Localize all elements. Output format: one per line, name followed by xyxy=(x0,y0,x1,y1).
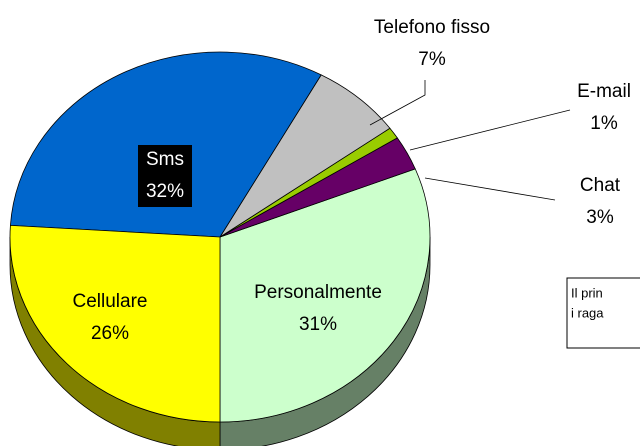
value-label: 1% xyxy=(590,113,618,134)
slice-label: Sms xyxy=(146,149,184,170)
annotation: i raga xyxy=(571,305,604,320)
annotation: Il prin xyxy=(571,285,603,300)
leader-line xyxy=(424,177,556,201)
slice-label: E-mail xyxy=(577,81,631,102)
label-bg xyxy=(138,145,192,207)
leader-line xyxy=(369,80,426,126)
slice-label: Chat xyxy=(580,175,621,196)
value-label: 32% xyxy=(146,181,184,202)
value-label: 31% xyxy=(299,314,337,335)
slice-label: Cellulare xyxy=(73,291,148,312)
value-label: 3% xyxy=(586,207,614,228)
pie-slice xyxy=(9,51,322,238)
value-label: 7% xyxy=(418,49,446,70)
pie-slice xyxy=(219,168,431,423)
note-box xyxy=(566,277,640,349)
value-label: 26% xyxy=(91,323,129,344)
leader-line xyxy=(409,109,571,151)
pie-slice xyxy=(9,224,221,423)
slice-label: Telefono fisso xyxy=(374,17,490,38)
slice-label: Personalmente xyxy=(254,282,382,303)
